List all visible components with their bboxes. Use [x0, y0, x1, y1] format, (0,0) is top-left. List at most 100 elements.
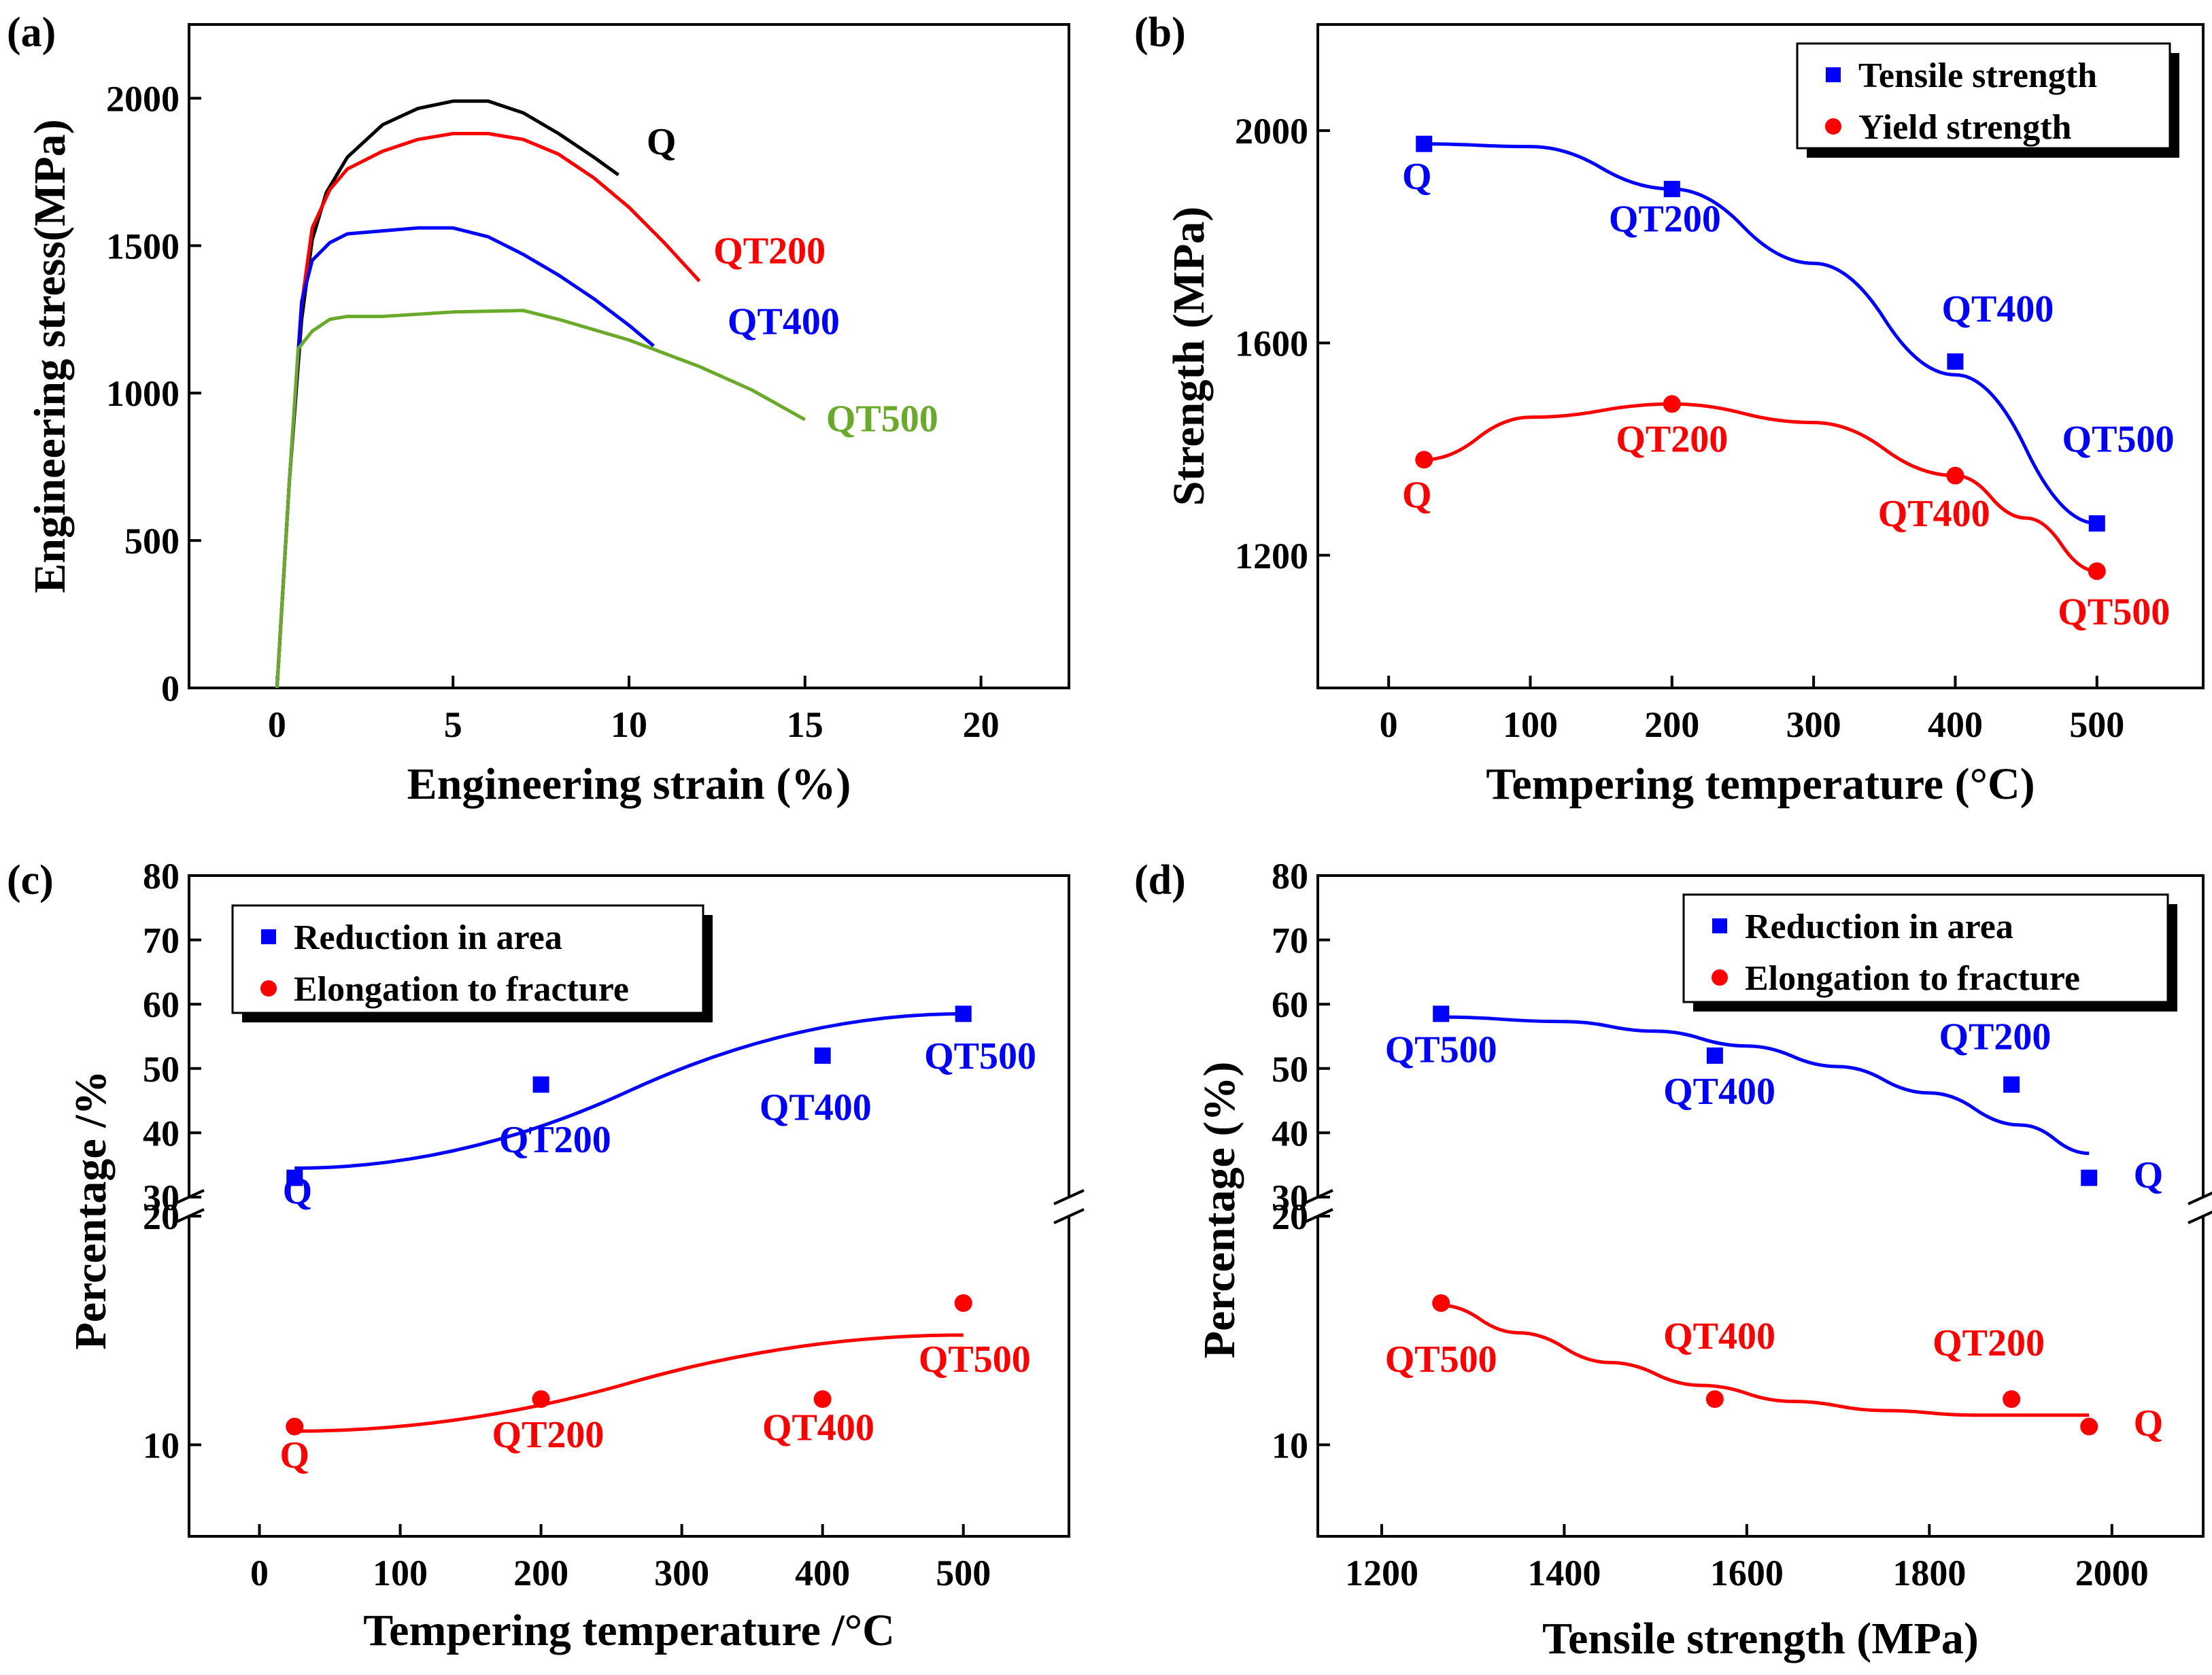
- x-tick-label: 0: [250, 1553, 269, 1593]
- data-point-square: [1416, 135, 1433, 152]
- legend-label: Reduction in area: [1745, 908, 2013, 946]
- fit-line-Elongation-to-fracture: [294, 1333, 964, 1433]
- y-tick-label: 40: [1272, 1113, 1308, 1154]
- point-annotation: QT200: [499, 1119, 611, 1161]
- y-tick-label: 20: [143, 1196, 180, 1237]
- panel-label: (a): [7, 10, 56, 56]
- curve-QT200: [275, 131, 701, 689]
- x-tick-label: 200: [513, 1553, 568, 1593]
- y-tick-label: 80: [1272, 856, 1308, 897]
- data-point-circle: [1946, 466, 1964, 485]
- x-tick-label: 2000: [2075, 1553, 2149, 1593]
- y-tick-label: 80: [143, 856, 180, 897]
- legend-label: Tensile strength: [1858, 56, 2097, 95]
- x-axis-label: Tensile strength (MPa): [1542, 1614, 1979, 1663]
- y-tick-label: 30: [1272, 1177, 1308, 1218]
- y-tick-label: 1000: [106, 373, 180, 414]
- fit-line-Reduction-in-area: [1441, 1015, 2090, 1156]
- point-annotation: QT400: [1663, 1315, 1775, 1358]
- data-point-circle: [532, 1390, 550, 1409]
- x-tick-label: 1800: [1892, 1553, 1966, 1593]
- x-tick-label: 100: [1503, 704, 1558, 745]
- curve-QT400: [275, 226, 655, 689]
- point-annotation: QT500: [924, 1035, 1036, 1077]
- data-point-square: [2003, 1076, 2020, 1093]
- fit-line-Tensile-strength: [1424, 142, 2097, 525]
- x-tick-label: 300: [1786, 704, 1841, 745]
- x-tick-label: 1200: [1345, 1553, 1418, 1593]
- legend-marker-square: [1826, 67, 1841, 82]
- point-annotation: QT500: [1385, 1339, 1497, 1381]
- data-point-square: [532, 1076, 549, 1093]
- plot-frame-lower: [188, 1216, 1070, 1538]
- point-annotation: Q: [2134, 1154, 2164, 1196]
- data-point-circle: [1705, 1390, 1724, 1409]
- panel-label: (b): [1134, 10, 1186, 56]
- x-tick-label: 1600: [1710, 1553, 1784, 1593]
- x-tick-label: 5: [444, 704, 462, 745]
- data-point-square: [1706, 1047, 1723, 1064]
- point-annotation: QT400: [760, 1086, 872, 1128]
- x-tick-label: 500: [936, 1553, 991, 1593]
- point-annotation: QT400: [1663, 1071, 1775, 1113]
- y-tick-label: 10: [143, 1425, 180, 1466]
- plot-frame: [188, 23, 1070, 689]
- point-annotation: QT200: [1939, 1016, 2052, 1058]
- point-annotation: QT200: [1933, 1322, 2045, 1364]
- plot-frame-upper: [188, 874, 1070, 1197]
- point-annotation: Q: [283, 1170, 313, 1212]
- plot-frame-upper: [1316, 874, 2205, 1197]
- y-tick-label: 20: [1272, 1196, 1308, 1237]
- data-point-circle: [954, 1294, 972, 1312]
- y-tick-label: 500: [124, 521, 180, 562]
- legend-box: [231, 904, 704, 1014]
- x-axis-label: Engineering strain (%): [407, 759, 851, 809]
- x-tick-label: 20: [963, 704, 1000, 745]
- data-point-square: [1947, 353, 1964, 370]
- data-point-circle: [2003, 1390, 2021, 1409]
- legend-box: [1796, 42, 2171, 150]
- point-annotation: QT500: [2058, 591, 2170, 633]
- y-tick-label: 2000: [106, 78, 180, 119]
- curve-Q: [275, 99, 619, 689]
- data-point-square: [814, 1047, 831, 1064]
- x-tick-label: 0: [268, 704, 286, 745]
- point-annotation: QT400: [1878, 493, 1990, 535]
- plot-frame: [1316, 23, 2205, 689]
- legend-label: Elongation to fracture: [294, 970, 629, 1009]
- curve-label-Q: Q: [647, 121, 677, 163]
- data-point-circle: [1415, 451, 1433, 469]
- data-point-square: [1433, 1005, 1450, 1022]
- y-tick-label: 60: [1272, 984, 1308, 1025]
- y-tick-label: 50: [143, 1049, 180, 1090]
- x-axis-label: Tempering temperature (°C): [1486, 759, 2035, 809]
- point-annotation: QT200: [492, 1414, 604, 1456]
- y-tick-label: 1500: [106, 226, 180, 266]
- x-tick-label: 1400: [1527, 1553, 1601, 1593]
- y-tick-label: 70: [143, 920, 180, 961]
- y-tick-label: 2000: [1235, 111, 1308, 152]
- y-axis-label: Percentage (%): [1195, 1062, 1244, 1359]
- point-annotation: QT500: [919, 1339, 1031, 1381]
- panel-label: (d): [1134, 857, 1186, 903]
- x-axis-label: Tempering temperature /°C: [363, 1606, 895, 1655]
- x-tick-label: 500: [2069, 704, 2124, 745]
- y-tick-label: 30: [143, 1177, 180, 1218]
- panel-label: (c): [7, 857, 54, 903]
- plot-frame-lower: [1316, 1216, 2205, 1538]
- point-annotation: QT400: [762, 1407, 874, 1449]
- data-point-circle: [1663, 395, 1681, 413]
- curve-QT500: [275, 309, 806, 689]
- axis-break-mark-right: [1053, 1208, 1085, 1224]
- point-annotation: QT200: [1616, 419, 1728, 461]
- legend-marker-circle: [260, 980, 277, 997]
- x-tick-label: 10: [611, 704, 647, 745]
- point-annotation: Q: [1402, 474, 1432, 517]
- x-tick-label: 15: [787, 704, 823, 745]
- point-annotation: QT500: [1385, 1029, 1497, 1071]
- legend-marker-circle: [1712, 969, 1728, 986]
- x-tick-label: 400: [1928, 704, 1983, 745]
- data-point-square: [286, 1169, 303, 1186]
- y-axis-label: Percentage /%: [66, 1070, 116, 1349]
